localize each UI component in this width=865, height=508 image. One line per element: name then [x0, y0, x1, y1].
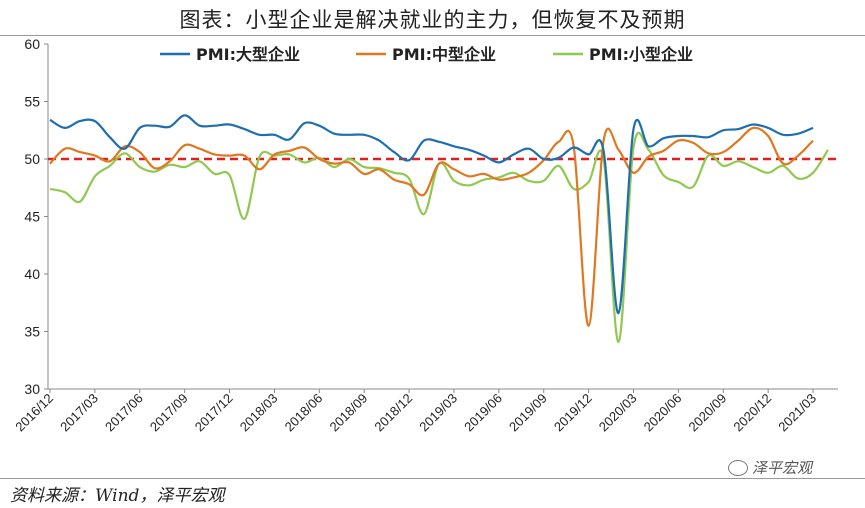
x-tick-label: 2020/03 [596, 391, 640, 435]
y-tick-label: 30 [24, 381, 40, 397]
x-tick-label: 2021/03 [775, 391, 819, 435]
legend-label-3: PMI:小型企业 [589, 45, 693, 64]
watermark-text: 泽平宏观 [752, 459, 813, 477]
series-line-3 [49, 131, 829, 343]
x-tick-label: 2018/12 [371, 391, 415, 435]
y-tick-label: 50 [24, 151, 40, 167]
x-tick-label: 2016/12 [12, 391, 56, 435]
x-tick-label: 2019/09 [506, 391, 550, 435]
chart-title: 图表：小型企业是解决就业的主力，但恢复不及预期 [179, 8, 686, 32]
series-line-2 [49, 126, 814, 327]
footer-divider [0, 478, 865, 479]
watermark: 泽平宏观 [728, 457, 812, 478]
x-tick-label: 2020/09 [686, 391, 730, 435]
y-tick-label: 60 [24, 36, 40, 52]
x-tick-label: 2018/03 [237, 391, 281, 435]
x-tick-label: 2019/12 [551, 391, 595, 435]
x-tick-label: 2019/06 [461, 391, 505, 435]
title-divider [0, 35, 865, 36]
y-tick-label: 35 [24, 324, 40, 340]
x-tick-label: 2017/12 [192, 391, 236, 435]
x-tick-label: 2017/06 [102, 391, 146, 435]
y-tick-label: 55 [24, 94, 40, 110]
series-line-1 [49, 114, 814, 315]
legend-label-2: PMI:中型企业 [392, 45, 496, 64]
x-tick-label: 2020/12 [730, 391, 774, 435]
y-tick-label: 45 [24, 209, 40, 225]
wechat-icon [728, 459, 748, 476]
legend-label-1: PMI:大型企业 [196, 45, 300, 64]
source-note: 资料来源：Wind，泽平宏观 [10, 486, 225, 506]
x-tick-label: 2019/03 [416, 391, 460, 435]
x-tick-label: 2018/09 [326, 391, 370, 435]
x-tick-label: 2017/09 [147, 391, 191, 435]
x-tick-label: 2020/06 [641, 391, 685, 435]
x-tick-label: 2017/03 [57, 391, 101, 435]
x-tick-label: 2018/06 [282, 391, 326, 435]
y-tick-label: 40 [24, 266, 40, 282]
